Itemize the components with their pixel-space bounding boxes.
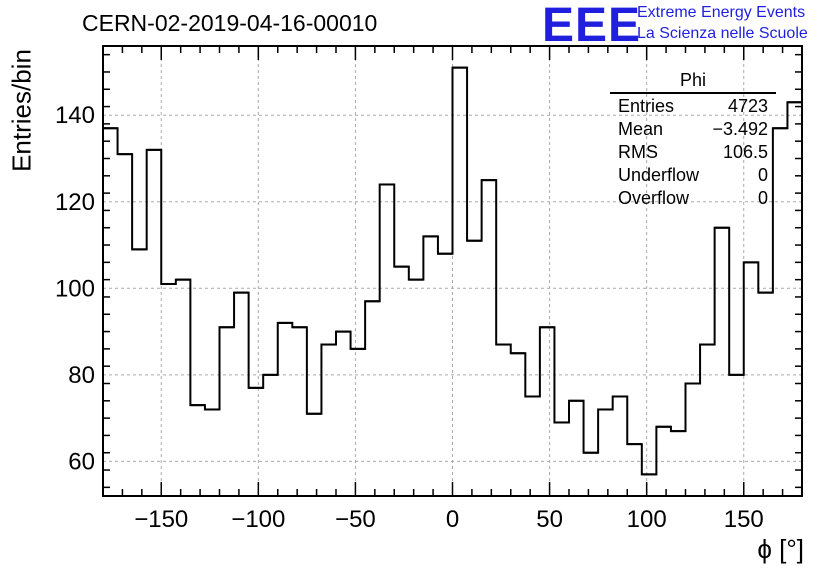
stats-label: Underflow	[618, 165, 700, 185]
stats-label: Entries	[618, 96, 675, 116]
x-tick-label: −150	[134, 506, 188, 533]
x-tick-label: −50	[335, 506, 376, 533]
y-tick-label: 80	[68, 362, 95, 389]
stats-label: RMS	[618, 142, 658, 162]
y-tick-label: 60	[68, 448, 95, 475]
stats-row-rms: RMS 106.5	[610, 141, 776, 164]
y-tick-label: 140	[55, 102, 95, 129]
stats-label: Overflow	[618, 188, 690, 208]
x-tick-label: 150	[724, 506, 764, 533]
stats-row-overflow: Overflow 0	[610, 187, 776, 210]
x-tick-label: 100	[627, 506, 667, 533]
plot-title: CERN-02-2019-04-16-00010	[82, 10, 378, 36]
stats-box-title: Phi	[610, 70, 776, 94]
stats-box: Phi Entries 4723 Mean −3.492 RMS 106.5 Unde…	[610, 70, 776, 210]
y-axis-label: Entries/bin	[6, 49, 37, 172]
y-tick-label: 100	[55, 275, 95, 302]
stats-row-entries: Entries 4723	[610, 95, 776, 118]
stats-row-mean: Mean −3.492	[610, 118, 776, 141]
histogram-series	[103, 66, 802, 476]
stats-row-underflow: Underflow 0	[610, 164, 776, 187]
stats-value: 0	[757, 165, 768, 185]
stats-value: 106.5	[722, 142, 768, 162]
stats-value: 4723	[727, 96, 768, 116]
x-tick-label: 0	[446, 506, 459, 533]
stats-value: −3.492	[712, 119, 768, 139]
x-axis-label: ϕ [°]	[757, 534, 804, 564]
logo-subtitle-line2: La Scienza nelle Scuole	[637, 25, 808, 42]
x-tick-label: −100	[231, 506, 285, 533]
x-tick-label: 50	[536, 506, 563, 533]
eee-logo: EEE	[542, 0, 642, 52]
stats-label: Mean	[618, 119, 664, 139]
logo-subtitle-line1: Extreme Energy Events	[637, 4, 806, 21]
y-tick-label: 120	[55, 189, 95, 216]
stats-value: 0	[757, 188, 768, 208]
